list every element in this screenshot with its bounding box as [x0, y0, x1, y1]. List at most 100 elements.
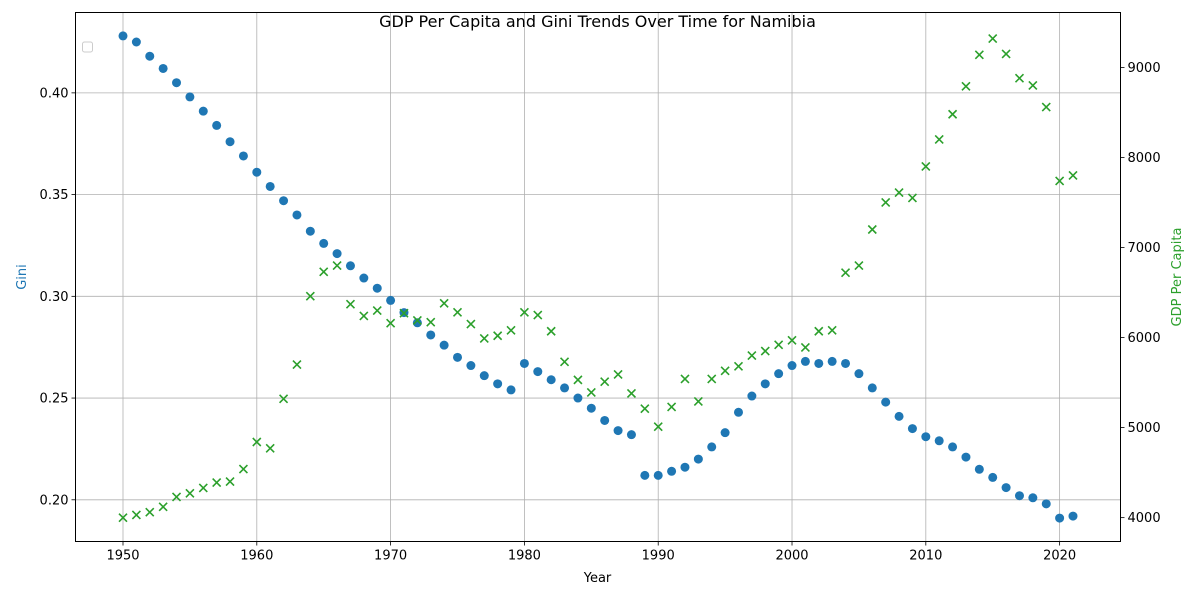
gdp-point — [493, 331, 503, 341]
right-y-tick-label: 6000 — [1128, 331, 1161, 346]
gdp-point — [840, 268, 851, 278]
gdp-point — [278, 394, 289, 404]
right-y-tick-label: 4000 — [1128, 511, 1161, 526]
gdp-point — [479, 333, 489, 344]
gdp-point — [586, 387, 596, 398]
gini-point — [158, 63, 168, 73]
gini-series — [118, 31, 1078, 523]
left-y-tick-label: 0.30 — [40, 290, 69, 305]
gini-point — [546, 375, 556, 385]
x-tick-label: 1980 — [508, 549, 541, 564]
chart-title: GDP Per Capita and Gini Trends Over Time… — [379, 12, 816, 31]
gdp-point — [827, 325, 837, 335]
gini-point — [841, 358, 851, 368]
gini-point — [693, 454, 703, 464]
gdp-point — [720, 366, 730, 376]
gdp-point — [439, 298, 449, 308]
gini-point — [506, 385, 516, 395]
gdp-point — [974, 50, 984, 60]
gini-point — [600, 415, 610, 425]
gini-point — [479, 371, 489, 381]
left-y-tick-label: 0.40 — [40, 86, 69, 101]
gini-point — [586, 403, 596, 413]
gdp-point — [774, 340, 784, 350]
gdp-point — [1041, 102, 1051, 112]
gdp-point — [934, 134, 944, 145]
x-tick-label: 1950 — [106, 549, 139, 564]
gini-point — [493, 379, 503, 389]
gdp-point — [399, 308, 409, 318]
gini-point — [733, 407, 743, 417]
gdp-point — [332, 260, 342, 271]
gdp-point — [359, 311, 369, 321]
gini-point — [961, 452, 971, 462]
gdp-point — [452, 307, 463, 317]
gdp-point — [533, 310, 543, 320]
gridlines — [75, 12, 1121, 542]
gdp-point — [345, 299, 356, 309]
gdp-point — [252, 437, 262, 447]
gini-point — [948, 442, 958, 452]
gdp-point — [238, 464, 248, 474]
gdp-point — [961, 81, 971, 91]
gdp-point — [680, 374, 690, 384]
x-tick-label: 2000 — [775, 549, 808, 564]
gdp-point — [372, 305, 382, 316]
gini-point — [814, 358, 824, 368]
gini-point — [426, 330, 436, 340]
x-tick-label: 1960 — [240, 549, 273, 564]
gdp-point — [1055, 176, 1065, 186]
gdp-point — [907, 193, 918, 203]
gini-point — [198, 106, 208, 116]
gini-point — [881, 397, 891, 407]
gdp-point — [305, 291, 315, 301]
gini-point — [185, 92, 195, 102]
gini-point — [1028, 493, 1038, 503]
gini-point — [720, 428, 730, 438]
gini-point — [212, 120, 222, 130]
gini-point — [560, 383, 570, 393]
gini-point — [145, 51, 155, 61]
gdp-point — [733, 361, 744, 371]
gini-point — [332, 249, 342, 259]
gdp-point — [1028, 80, 1038, 91]
right-y-axis-title: GDP Per Capita — [1170, 228, 1185, 327]
gdp-point — [921, 161, 931, 172]
gini-point — [372, 283, 382, 293]
gini-point — [466, 361, 476, 371]
gdp-point — [519, 307, 529, 317]
gini-point — [934, 436, 944, 446]
gini-point — [854, 369, 864, 379]
gdp-point — [814, 326, 824, 336]
x-tick-label: 2020 — [1043, 549, 1076, 564]
gini-point — [319, 238, 329, 248]
left-y-axis-title: Gini — [15, 264, 30, 290]
gini-point — [667, 466, 677, 476]
gdp-point — [948, 109, 958, 119]
gini-point — [412, 318, 422, 328]
gini-point — [519, 358, 529, 368]
x-axis: 1950 1960 1970 1980 1990 2000 2010 2020 — [106, 541, 1076, 564]
gini-point — [800, 356, 810, 366]
gini-point — [653, 470, 663, 480]
left-y-tick-label: 0.25 — [40, 392, 69, 407]
gini-point — [867, 383, 877, 393]
gdp-point — [386, 318, 396, 328]
gdp-point — [198, 483, 208, 493]
gini-point — [118, 31, 128, 41]
gini-point — [760, 379, 770, 389]
left-y-tick-label: 0.35 — [40, 188, 69, 203]
x-tick-label: 1970 — [374, 549, 407, 564]
gini-point — [907, 424, 917, 434]
gini-point — [1055, 513, 1065, 523]
gdp-point — [171, 492, 182, 502]
gini-point — [921, 432, 931, 442]
gdp-point — [787, 335, 797, 345]
gdp-point — [319, 267, 329, 277]
gini-point — [359, 273, 369, 283]
gini-point — [439, 340, 449, 350]
right-y-tick-label: 5000 — [1128, 421, 1161, 436]
gdp-point — [506, 325, 516, 335]
gdp-point — [158, 502, 168, 512]
